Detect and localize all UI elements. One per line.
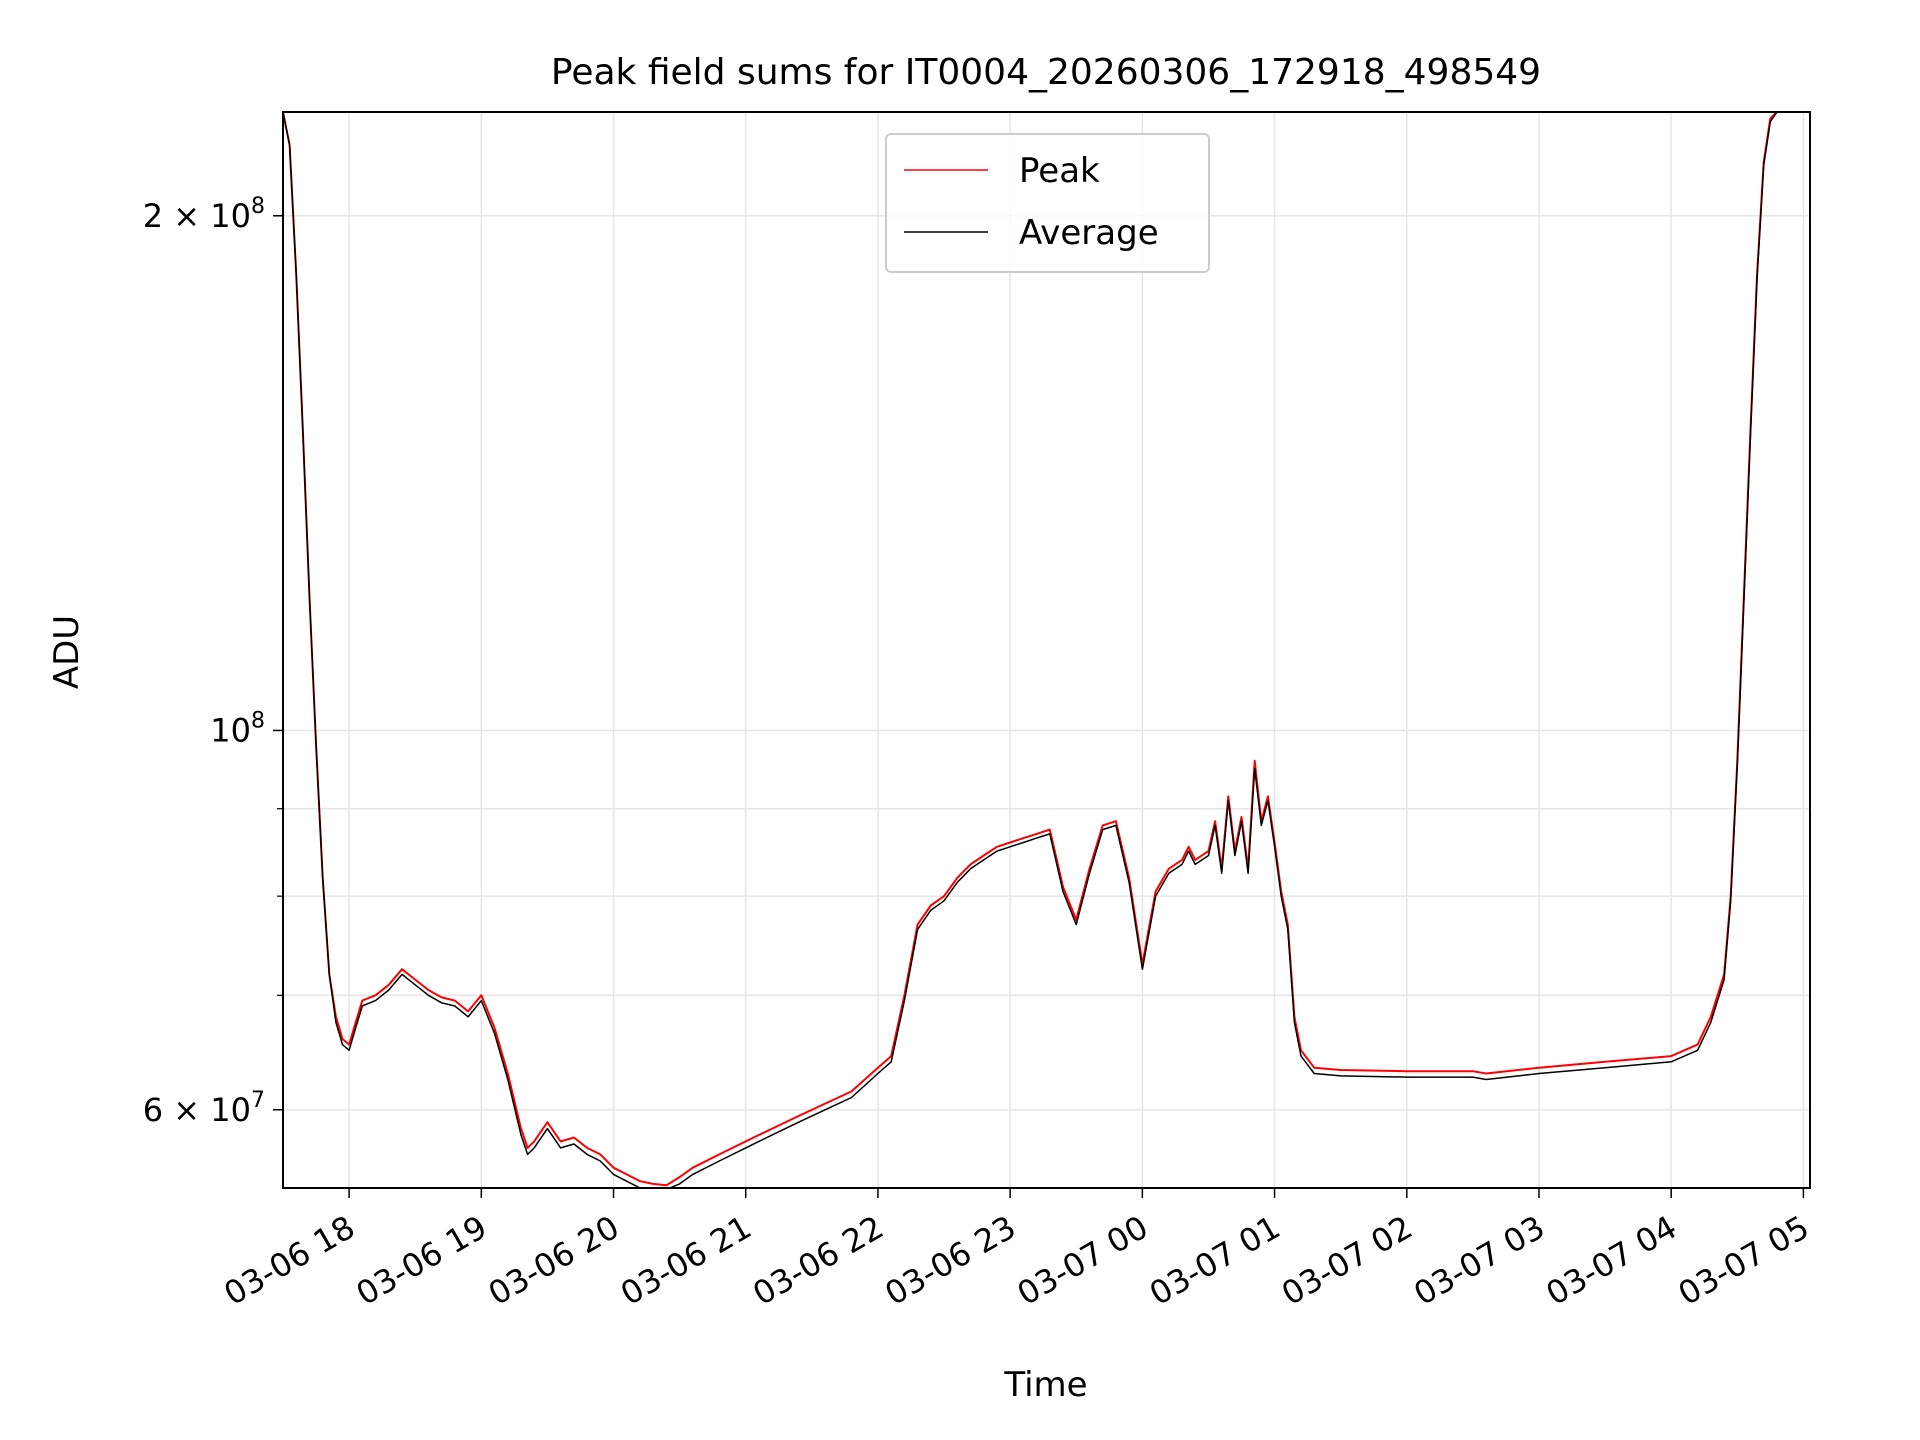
legend: Peak Average [885, 133, 1210, 273]
y-tick-label: 6 × 107 [143, 1088, 265, 1129]
legend-label-average: Average [1019, 213, 1159, 253]
plot-frame [282, 111, 1811, 1189]
series-line-average [283, 112, 1791, 1188]
y-tick-label: 108 [210, 708, 265, 749]
series-layer [283, 112, 1791, 1188]
y-axis: 2 × 108 108 6 × 107 [143, 194, 283, 1129]
chart-title: Peak field sums for IT0004_20260306_1729… [551, 52, 1541, 93]
x-axis-label: Time [1003, 1365, 1087, 1405]
legend-label-peak: Peak [1019, 151, 1100, 191]
y-tick-label: 2 × 108 [143, 194, 265, 235]
y-axis-label: ADU [47, 615, 87, 689]
legend-box [885, 133, 1210, 273]
series-line-peak [283, 112, 1791, 1187]
grid [283, 112, 1810, 1188]
